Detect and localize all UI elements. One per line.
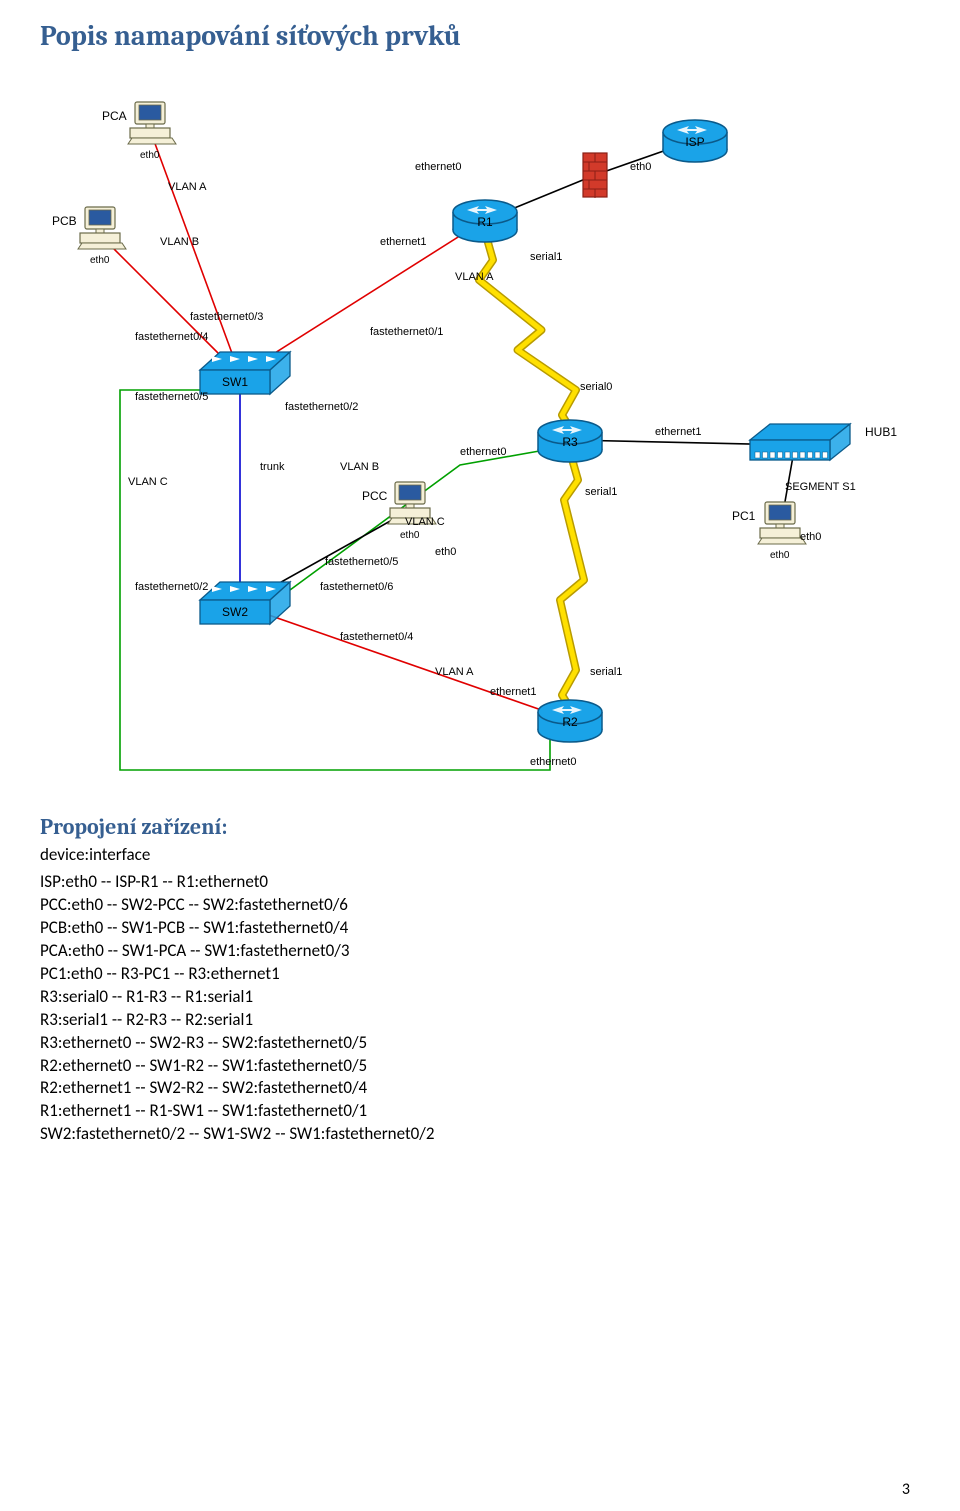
diagram-label: VLAN C xyxy=(128,476,168,488)
connection-line: PC1:eth0 -- R3-PC1 -- R3:ethernet1 xyxy=(40,963,920,986)
diagram-label: trunk xyxy=(260,461,285,473)
diagram-label: ethernet0 xyxy=(415,161,461,173)
pc-iface: eth0 xyxy=(140,150,160,161)
diagram-label: fastethernet0/4 xyxy=(340,631,413,643)
diagram-label: VLAN A xyxy=(435,666,474,678)
page-number: 3 xyxy=(902,1480,910,1499)
pc-label: PCC xyxy=(362,489,388,503)
diagram-label: eth0 xyxy=(800,531,821,543)
connection-line: R3:serial0 -- R1-R3 -- R1:serial1 xyxy=(40,986,920,1009)
diagram-label: fastethernet0/5 xyxy=(325,556,398,568)
diagram-label: fastethernet0/3 xyxy=(190,311,263,323)
diagram-label: fastethernet0/5 xyxy=(135,391,208,403)
connection-line: SW2:fastethernet0/2 -- SW1-SW2 -- SW1:fa… xyxy=(40,1123,920,1146)
pc-iface: eth0 xyxy=(90,255,110,266)
connection-line: R2:ethernet0 -- SW1-R2 -- SW1:fastethern… xyxy=(40,1055,920,1078)
router-icon: R3 xyxy=(538,420,602,462)
diagram-label: VLAN A xyxy=(455,271,494,283)
diagram-label: fastethernet0/4 xyxy=(135,331,208,343)
connections-heading: Propojení zařízení: xyxy=(40,814,920,840)
link xyxy=(240,605,570,720)
diagram-label: serial1 xyxy=(530,251,562,263)
pc-label: PC1 xyxy=(732,509,756,523)
router-label: R2 xyxy=(562,715,578,729)
pc-iface: eth0 xyxy=(770,550,790,561)
router-icon: R1 xyxy=(453,200,517,242)
hub-icon: HUB1 xyxy=(750,424,897,460)
pc-iface: eth0 xyxy=(400,530,420,541)
router-label: R1 xyxy=(477,215,493,229)
connection-line: R1:ethernet1 -- R1-SW1 -- SW1:fastethern… xyxy=(40,1100,920,1123)
diagram-label: VLAN C xyxy=(405,516,445,528)
pc-icon: PCC eth0 xyxy=(362,482,436,541)
connection-line: ISP:eth0 -- ISP-R1 -- R1:ethernet0 xyxy=(40,871,920,894)
hub-label: HUB1 xyxy=(865,425,897,439)
connection-list: ISP:eth0 -- ISP-R1 -- R1:ethernet0PCC:et… xyxy=(40,871,920,1146)
connection-line: PCA:eth0 -- SW1-PCA -- SW1:fastethernet0… xyxy=(40,940,920,963)
diagram-label: serial1 xyxy=(590,666,622,678)
diagram-label: VLAN B xyxy=(340,461,379,473)
diagram-label: ethernet0 xyxy=(530,756,576,768)
diagram-label: eth0 xyxy=(630,161,651,173)
diagram-label: fastethernet0/2 xyxy=(135,581,208,593)
network-diagram: PCA eth0 PCB eth0 R1 ISP SW1 SW2 R3 R2 PCC eth0 PC1 e… xyxy=(40,70,920,790)
switch-icon: SW1 xyxy=(200,352,290,394)
router-icon: ISP xyxy=(663,120,727,162)
diagram-label: ethernet1 xyxy=(655,426,701,438)
connection-line: PCB:eth0 -- SW1-PCB -- SW1:fastethernet0… xyxy=(40,917,920,940)
router-label: R3 xyxy=(562,435,578,449)
diagram-label: serial0 xyxy=(580,381,612,393)
firewall-icon xyxy=(583,153,607,198)
diagram-label: fastethernet0/1 xyxy=(370,326,443,338)
connection-line: R3:serial1 -- R2-R3 -- R2:serial1 xyxy=(40,1009,920,1032)
connection-line: PCC:eth0 -- SW2-PCC -- SW2:fastethernet0… xyxy=(40,894,920,917)
diagram-label: ethernet1 xyxy=(490,686,536,698)
router-label: ISP xyxy=(685,135,704,149)
switch-label: SW2 xyxy=(222,605,248,619)
switch-label: SW1 xyxy=(222,375,248,389)
pc-icon: PCB eth0 xyxy=(52,207,126,266)
diagram-label: serial1 xyxy=(585,486,617,498)
pc-label: PCA xyxy=(102,109,127,123)
diagram-label: VLAN B xyxy=(160,236,199,248)
diagram-label: eth0 xyxy=(435,546,456,558)
switch-icon: SW2 xyxy=(200,582,290,624)
diagram-label: ethernet0 xyxy=(460,446,506,458)
diagram-label: SEGMENT S1 xyxy=(785,481,856,493)
pc-icon: PCA eth0 xyxy=(102,102,176,161)
device-interface-label: device:interface xyxy=(40,844,920,865)
page-title: Popis namapování síťových prvků xyxy=(40,20,920,52)
connection-line: R3:ethernet0 -- SW2-R3 -- SW2:fastethern… xyxy=(40,1032,920,1055)
diagram-label: fastethernet0/6 xyxy=(320,581,393,593)
diagram-label: fastethernet0/2 xyxy=(285,401,358,413)
router-icon: R2 xyxy=(538,700,602,742)
connection-line: R2:ethernet1 -- SW2-R2 -- SW2:fastethern… xyxy=(40,1077,920,1100)
diagram-label: ethernet1 xyxy=(380,236,426,248)
pc-label: PCB xyxy=(52,214,77,228)
diagram-label: VLAN A xyxy=(168,181,207,193)
pc-icon: PC1 eth0 xyxy=(732,502,806,561)
